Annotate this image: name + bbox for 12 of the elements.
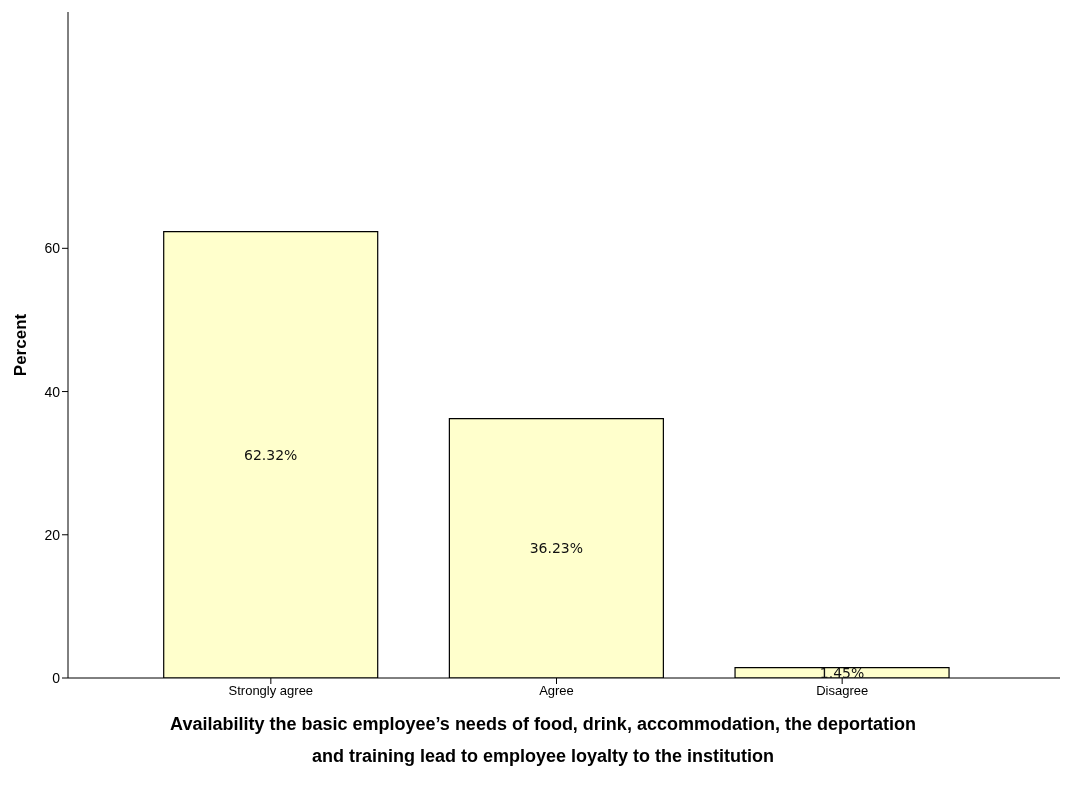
y-tick-label: 20	[44, 526, 61, 543]
x-tick-label: Strongly agree	[228, 683, 314, 699]
y-axis-title: Percent	[11, 313, 31, 377]
x-axis-title: Availability the basic employee’s needs of food, drink, accommodation, the deportation and training lead to employee loyalty to the institution	[169, 713, 917, 768]
x-tick-label: Disagree	[816, 683, 869, 699]
y-tick-label: 60	[44, 240, 61, 257]
data-label: 36.23%	[529, 540, 584, 557]
y-tick-label: 40	[44, 383, 61, 400]
y-tick-label: 0	[52, 669, 61, 686]
data-label: 1.45%	[819, 664, 865, 681]
x-tick-label: Agree	[539, 683, 574, 699]
data-label: 62.32%	[244, 446, 298, 463]
